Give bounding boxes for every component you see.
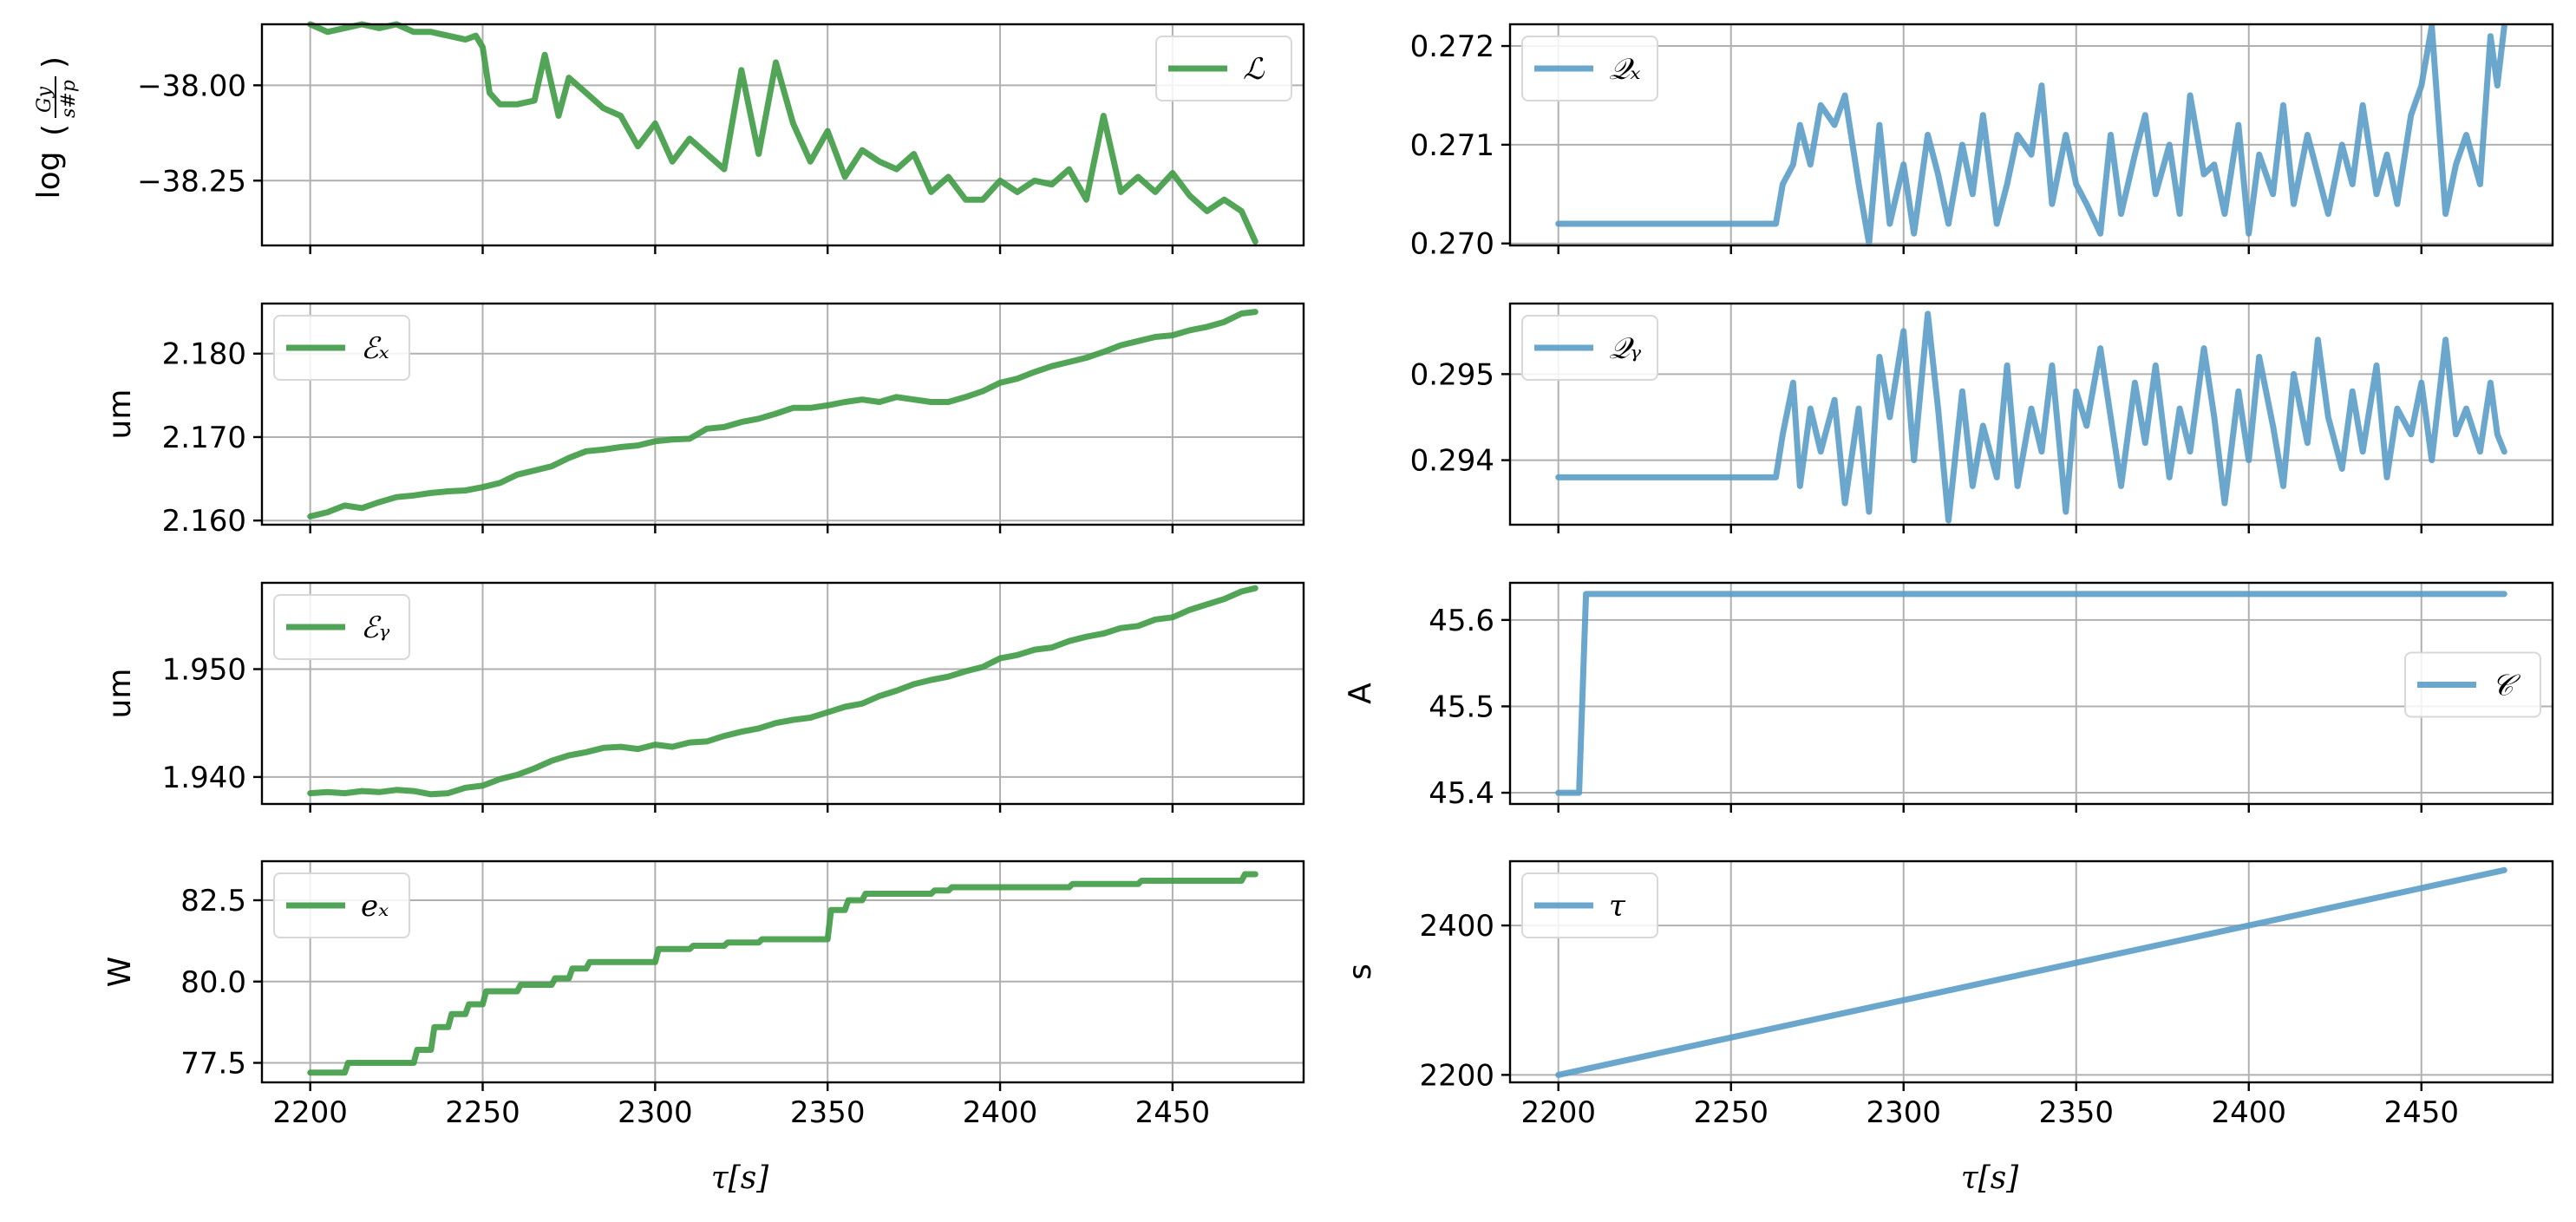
series-line (1555, 866, 2507, 1078)
panel-cur: 45.4 45.5 45.6 A 𝒞 (1343, 581, 2554, 813)
legend: eₓ (273, 872, 410, 938)
ytick-label: 45.6 (1429, 604, 1494, 638)
ytick-label: −38.00 (137, 69, 246, 103)
series-line (1555, 591, 2507, 796)
ytick-label: 80.0 (180, 965, 246, 1000)
ytick-label: 0.271 (1410, 128, 1494, 163)
xtick-label: 2350 (790, 1095, 866, 1130)
svg-text:): ) (36, 56, 72, 69)
ylabel: um (102, 389, 138, 440)
legend: 𝒬ₓ (1521, 36, 1658, 101)
xtick-label: 2450 (2383, 1095, 2459, 1130)
series-line (307, 309, 1259, 520)
svg-text:s#p: s#p (58, 80, 80, 118)
ytick-label: 2.180 (162, 337, 246, 372)
axes-frame (1508, 581, 2554, 806)
xtick-label: 2300 (618, 1095, 693, 1130)
axes-frame (260, 581, 1305, 806)
ytick-label: 0.270 (1410, 227, 1494, 262)
panel-qy: 0.294 0.295 𝒬ᵧ (1410, 302, 2554, 533)
panel-qx: 0.270 0.271 0.272 𝒬ₓ (1410, 23, 2554, 262)
series-line (1555, 310, 2507, 524)
xtick-label: 2200 (272, 1095, 348, 1130)
xtick-label: 2400 (963, 1095, 1038, 1130)
xtick-label: 2250 (445, 1095, 520, 1130)
ytick-label: 45.4 (1429, 776, 1494, 811)
xlabel-right: τ[s] (1961, 1160, 2019, 1196)
legend-label: eₓ (361, 889, 389, 924)
xtick-label: 2350 (2038, 1095, 2114, 1130)
xtick-label: 2200 (1520, 1095, 1596, 1130)
panel-ex: 2.160 2.170 2.180 um ℰₓ (102, 302, 1305, 539)
svg-text:(: ( (36, 124, 72, 136)
ylabel: s (1343, 964, 1378, 980)
ytick-label: 1.950 (162, 653, 246, 688)
series-line (307, 585, 1259, 798)
ylabel: um (102, 669, 138, 719)
legend: ℰₓ (273, 315, 410, 381)
legend-label: ℰₓ (361, 331, 389, 366)
axes-frame (260, 859, 1305, 1084)
ytick-label: 0.272 (1410, 29, 1494, 64)
ytick-label: 2400 (1419, 909, 1494, 944)
ytick-label: 0.295 (1410, 357, 1494, 392)
legend: τ (1521, 872, 1658, 938)
ytick-label: 2.170 (162, 421, 246, 455)
lum-ylabel: log ( Gy s#p ) (31, 56, 80, 199)
legend-label: ℰᵧ (361, 611, 390, 645)
ytick-label: 2.160 (162, 504, 246, 539)
panel-ey: 1.940 1.950 um ℰᵧ (102, 581, 1305, 813)
svg-text:Gy: Gy (34, 86, 56, 113)
ytick-label: 77.5 (180, 1047, 246, 1082)
ytick-label: 45.5 (1429, 689, 1494, 724)
ylabel: A (1343, 683, 1378, 704)
panel-lum: −38.25 −38.00 ℒ (137, 21, 1305, 254)
axes-frame (260, 23, 1305, 247)
xtick-label: 2450 (1135, 1095, 1211, 1130)
xtick-label: 2300 (1866, 1095, 1941, 1130)
legend-label: 𝒬ₓ (1609, 52, 1640, 87)
xlabel-left: τ[s] (711, 1160, 769, 1196)
ytick-label: −38.25 (137, 164, 246, 199)
xtick-label: 2250 (1693, 1095, 1769, 1130)
legend-label: τ (1609, 889, 1626, 924)
legend-label: 𝒬ᵧ (1609, 331, 1641, 366)
axes-frame (1508, 302, 2554, 526)
axes-frame (1508, 859, 2554, 1084)
panel-ec: 77.5 80.0 82.5 2200 2250 2300 2350 2400 2450 Weₓ (102, 859, 1305, 1130)
legend: ℰᵧ (273, 594, 410, 660)
axes-frame (1508, 23, 2554, 247)
legend: 𝒞 (2404, 651, 2541, 718)
svg-text:log: log (31, 152, 67, 199)
series-line (307, 21, 1259, 245)
ytick-label: 82.5 (180, 884, 246, 918)
xtick-label: 2400 (2211, 1095, 2286, 1130)
ylabel: W (102, 957, 138, 988)
panel-tau: 2200 2400 2200 2250 2300 2350 2400 2450 s τ (1343, 859, 2554, 1130)
legend-label: ℒ (1243, 52, 1265, 87)
ytick-label: 0.294 (1410, 444, 1494, 479)
ytick-label: 2200 (1419, 1058, 1494, 1093)
series-line (307, 871, 1259, 1076)
axes-frame (260, 302, 1305, 526)
legend: 𝒬ᵧ (1521, 315, 1658, 381)
ytick-label: 1.940 (162, 761, 246, 795)
legend: ℒ (1155, 36, 1292, 101)
series-line (1555, 23, 2507, 247)
